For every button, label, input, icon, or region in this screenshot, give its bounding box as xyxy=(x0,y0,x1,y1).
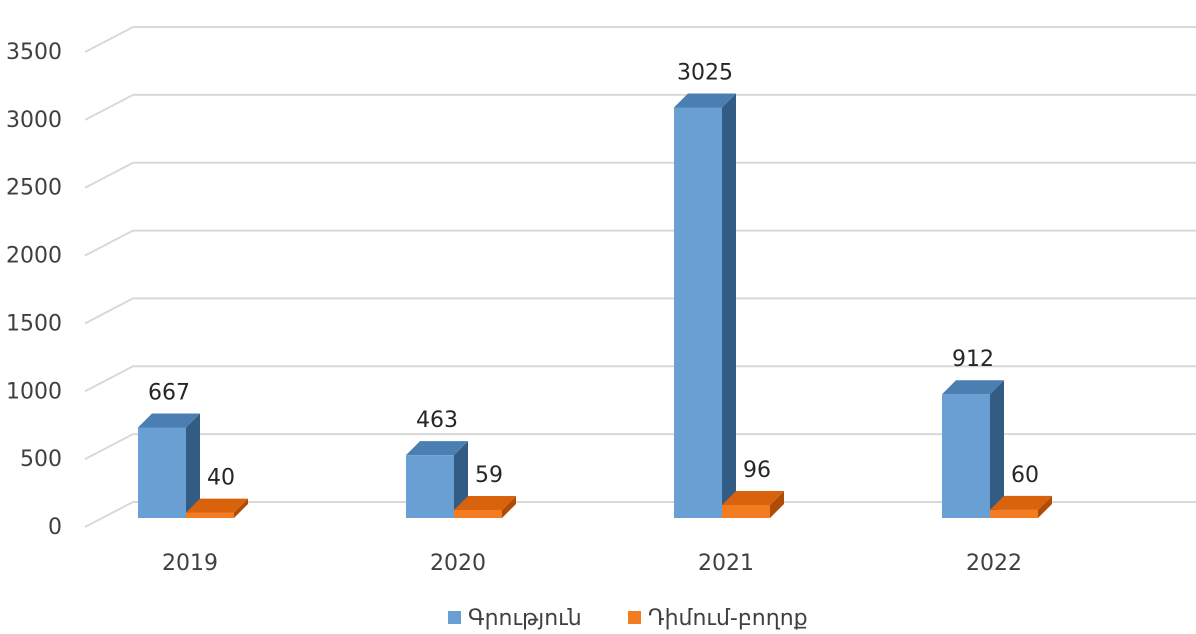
bar-front xyxy=(186,512,234,518)
gridline xyxy=(84,365,1196,393)
x-category-label: 2020 xyxy=(430,551,486,576)
y-tick-label: 3000 xyxy=(6,108,62,133)
bar xyxy=(990,495,1052,518)
data-label: 59 xyxy=(475,463,503,488)
data-label: 667 xyxy=(148,380,190,405)
y-tick-label: 2000 xyxy=(6,244,62,269)
bar-side xyxy=(186,413,200,518)
bar-top xyxy=(722,490,784,505)
data-label: 912 xyxy=(952,347,994,372)
legend-swatch-series-1 xyxy=(448,611,461,624)
y-tick-label: 500 xyxy=(20,447,62,472)
y-tick-label: 2500 xyxy=(6,176,62,201)
bar xyxy=(722,490,784,518)
bar-front xyxy=(138,427,186,518)
y-tick-label: 1500 xyxy=(6,311,62,336)
gridline xyxy=(84,229,1196,257)
bar-front xyxy=(990,509,1038,518)
data-label: 60 xyxy=(1011,463,1039,488)
gridline xyxy=(84,297,1196,325)
legend-swatch-series-2 xyxy=(628,611,641,624)
x-axis-categories: 2019 2020 2021 2022 xyxy=(162,551,1022,576)
data-label: 3025 xyxy=(677,60,733,85)
bar-front xyxy=(454,509,502,518)
bar-front xyxy=(674,107,722,518)
bar-side xyxy=(990,380,1004,518)
data-labels: 667 40 463 59 3025 96 912 60 xyxy=(148,60,1039,490)
gridline xyxy=(84,433,1196,461)
bar-top xyxy=(406,441,468,456)
bar-side xyxy=(1038,495,1052,518)
y-tick-label: 1000 xyxy=(6,379,62,404)
gridline xyxy=(84,161,1196,189)
data-label: 40 xyxy=(207,466,235,491)
data-label: 96 xyxy=(743,458,771,483)
legend-label-series-2: Դիմում-բողոք xyxy=(648,606,808,631)
y-axis-ticks: 0 500 1000 1500 2000 2500 3000 3500 xyxy=(6,40,62,540)
bar-top xyxy=(186,498,248,513)
bar-side xyxy=(770,490,784,518)
bar xyxy=(138,413,200,518)
bar-top xyxy=(138,413,200,428)
bar-front xyxy=(722,504,770,518)
bar xyxy=(942,380,1004,518)
x-category-label: 2019 xyxy=(162,551,218,576)
legend: Գրություն Դիմում-բողոք xyxy=(448,606,808,631)
bar-front xyxy=(942,394,990,518)
bar xyxy=(674,93,736,518)
bars xyxy=(138,93,1052,518)
bar xyxy=(406,441,468,518)
legend-label-series-1: Գրություն xyxy=(468,606,582,631)
bar-top xyxy=(990,495,1052,510)
y-tick-label: 3500 xyxy=(6,40,62,65)
bar-top xyxy=(674,93,736,108)
data-label: 463 xyxy=(416,408,458,433)
gridline xyxy=(84,26,1196,53)
gridlines xyxy=(84,26,1196,528)
x-category-label: 2022 xyxy=(966,551,1022,576)
gridline xyxy=(84,501,1196,528)
bar-front xyxy=(406,455,454,518)
bar-side xyxy=(234,498,248,518)
y-tick-label: 0 xyxy=(48,515,62,540)
bar-top xyxy=(454,495,516,510)
bar-top xyxy=(942,380,1004,395)
bar-side xyxy=(722,93,736,518)
gridline xyxy=(84,93,1196,121)
bar xyxy=(454,495,516,518)
bar-side xyxy=(502,495,516,518)
bar xyxy=(186,498,248,518)
bar-side xyxy=(454,441,468,518)
x-category-label: 2021 xyxy=(698,551,754,576)
